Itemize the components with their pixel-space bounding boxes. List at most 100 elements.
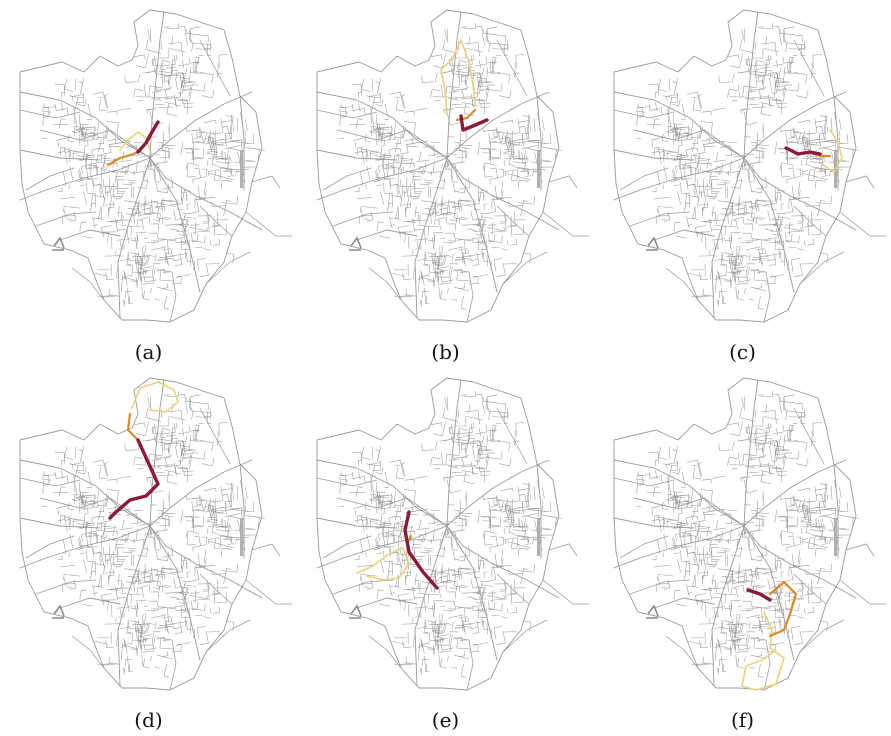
street-segment bbox=[751, 415, 764, 427]
street-segment bbox=[815, 563, 832, 573]
street-segment bbox=[104, 553, 111, 561]
street-segment bbox=[454, 627, 464, 629]
street-segment bbox=[162, 55, 176, 67]
street-segment bbox=[751, 164, 755, 181]
street-segment bbox=[453, 456, 468, 459]
street-segment bbox=[385, 533, 394, 538]
street-segment bbox=[739, 39, 756, 54]
street-segment bbox=[170, 410, 183, 425]
street-segment bbox=[759, 620, 764, 634]
street-segment bbox=[716, 551, 726, 553]
street-segment bbox=[62, 215, 76, 225]
street-segment bbox=[493, 626, 503, 640]
street-segment bbox=[695, 599, 703, 611]
street-segment bbox=[727, 195, 740, 207]
street-segment bbox=[751, 286, 767, 292]
street-segment bbox=[158, 606, 175, 609]
street-segment bbox=[662, 518, 665, 530]
street-segment bbox=[787, 260, 790, 270]
street-segment bbox=[698, 94, 703, 110]
street-segment bbox=[420, 200, 436, 203]
street-segment bbox=[454, 471, 466, 476]
street-segment bbox=[504, 518, 514, 521]
street-segment bbox=[466, 48, 483, 53]
street-segment bbox=[408, 236, 410, 249]
street-segment bbox=[817, 568, 826, 585]
street-segment bbox=[456, 607, 466, 622]
street-segment bbox=[377, 162, 394, 174]
street-segment bbox=[429, 170, 445, 174]
street-segment bbox=[478, 59, 481, 68]
street-segment bbox=[550, 516, 562, 519]
street-segment bbox=[130, 593, 143, 605]
street-segment bbox=[424, 251, 429, 265]
street-segment bbox=[180, 240, 191, 251]
street-segment bbox=[461, 102, 474, 105]
street-segment bbox=[109, 563, 122, 579]
street-segment bbox=[134, 422, 146, 428]
street-segment bbox=[532, 505, 543, 512]
street-segment bbox=[406, 195, 419, 211]
street-segment bbox=[221, 120, 233, 123]
street-segment bbox=[468, 431, 477, 444]
street-segment bbox=[392, 183, 402, 200]
street-segment bbox=[170, 42, 183, 57]
street-segment bbox=[496, 71, 511, 84]
street-segment bbox=[152, 233, 160, 244]
street-segment bbox=[225, 115, 234, 127]
street-segment bbox=[483, 252, 489, 262]
street-segment bbox=[79, 221, 87, 232]
street-segment bbox=[93, 574, 103, 587]
street-segment bbox=[673, 497, 678, 510]
street-segment bbox=[680, 486, 686, 489]
street-segment bbox=[519, 493, 528, 508]
street-segment bbox=[76, 523, 93, 527]
street-segment bbox=[740, 476, 751, 479]
street-segment bbox=[424, 179, 434, 182]
street-segment bbox=[742, 585, 745, 592]
street-segment bbox=[503, 521, 515, 523]
street-segment bbox=[439, 575, 449, 578]
street-segment bbox=[182, 596, 187, 613]
street-segment bbox=[680, 550, 682, 562]
street-segment bbox=[39, 129, 151, 159]
street-segment bbox=[765, 253, 782, 257]
street-segment bbox=[793, 205, 827, 237]
street-segment bbox=[707, 187, 723, 199]
street-segment bbox=[158, 238, 175, 241]
street-segment bbox=[440, 84, 443, 97]
street-segment bbox=[146, 108, 152, 114]
street-segment bbox=[474, 56, 488, 67]
street-segment bbox=[158, 499, 164, 515]
street-segment bbox=[485, 197, 497, 214]
street-segment bbox=[503, 153, 515, 155]
street-segment bbox=[73, 107, 79, 125]
street-segment bbox=[763, 237, 780, 240]
street-segment bbox=[152, 58, 163, 66]
street-segment bbox=[193, 260, 196, 270]
street-segment bbox=[133, 580, 143, 592]
street-segment bbox=[758, 146, 768, 150]
street-segment bbox=[316, 477, 378, 487]
street-segment bbox=[418, 151, 422, 161]
street-segment bbox=[770, 598, 783, 600]
street-segment bbox=[746, 426, 757, 434]
street-segment bbox=[430, 538, 433, 544]
street-segment bbox=[59, 147, 67, 156]
street-segment bbox=[372, 460, 381, 471]
street-segment bbox=[805, 201, 820, 207]
street-segment bbox=[136, 231, 147, 240]
street-segment bbox=[69, 515, 71, 525]
street-segment bbox=[524, 155, 527, 172]
street-segment bbox=[169, 237, 186, 240]
street-segment bbox=[653, 597, 715, 609]
street-segment bbox=[516, 176, 531, 181]
street-segment bbox=[488, 500, 499, 512]
street-segment bbox=[133, 212, 143, 224]
street-segment bbox=[742, 85, 757, 96]
street-segment bbox=[519, 538, 529, 541]
street-segment bbox=[676, 604, 688, 607]
street-segment bbox=[137, 546, 149, 557]
street-segment bbox=[807, 583, 814, 594]
street-segment bbox=[161, 62, 163, 79]
